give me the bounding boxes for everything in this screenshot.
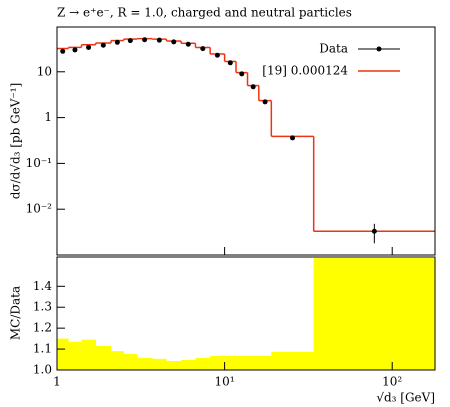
ratio-bar [224,355,237,370]
data-point [156,37,162,43]
y-tick-label: 10 [37,64,52,78]
y-tick-label: 1.2 [33,321,52,335]
y-tick-label: 1.4 [33,279,52,293]
y-tick-label: 1.1 [33,342,52,356]
ratio-bar [181,359,196,370]
data-point [262,99,268,105]
data-point [214,52,220,58]
chart-title: Z → e⁺e⁻, R = 1.0, charged and neutral p… [57,6,352,20]
ratio-bar [313,258,436,370]
data-point [72,47,78,53]
ratio-bar [81,339,96,370]
ratio-bar [195,357,211,370]
data-point [100,42,106,48]
y-tick-label: 10⁻¹ [26,156,52,170]
ratio-bar [95,345,112,370]
ratio-bar [68,341,82,370]
legend-label: [19] 0.000124 [262,64,348,78]
y-tick-label: 10⁻² [26,202,53,216]
data-point [86,44,92,50]
x-tick-label: 1 [53,375,61,389]
x-axis-label: √d₃ [GeV] [376,391,435,405]
data-point [371,228,377,234]
ratio-bar [111,351,124,370]
data-point [239,71,245,77]
ratio-bar [247,355,260,370]
ratio-bar [136,357,153,370]
y-tick-label: 1 [44,110,52,124]
ratio-bar [152,358,167,370]
data-point [142,37,148,43]
data-point [114,39,120,45]
ratio-bar [210,355,225,370]
legend-marker [376,46,382,52]
main-frame [56,26,436,256]
x-tick-label: 10² [382,375,402,389]
ratio-bar [236,355,248,370]
data-point [60,48,66,54]
data-point [171,39,177,45]
ratio-y-axis-label: MC/Data [9,286,23,340]
data-point [250,84,256,90]
data-point [290,135,296,141]
ratio-bar [271,351,314,370]
ratio-bar [57,338,69,370]
plot-layer: 10⁻² 10⁻¹ 1 10 Data [19] 0.000124 1.0 1.1 1.2 1.3… [26,37,436,389]
x-tick-label: 10¹ [215,375,235,389]
ratio-frame [56,256,436,371]
data-point [185,41,191,47]
legend-label: Data [319,42,348,56]
data-point [200,46,206,52]
ratio-bar [166,361,182,370]
data-point [227,60,233,66]
y-axis-label: dσ/d√d₃ [pb GeV⁻¹] [9,83,23,200]
y-tick-label: 1.3 [33,300,52,314]
y-tick-label: 1.0 [33,363,52,377]
data-point [127,38,133,44]
ratio-bar [123,353,138,370]
ratio-bar [258,355,272,370]
